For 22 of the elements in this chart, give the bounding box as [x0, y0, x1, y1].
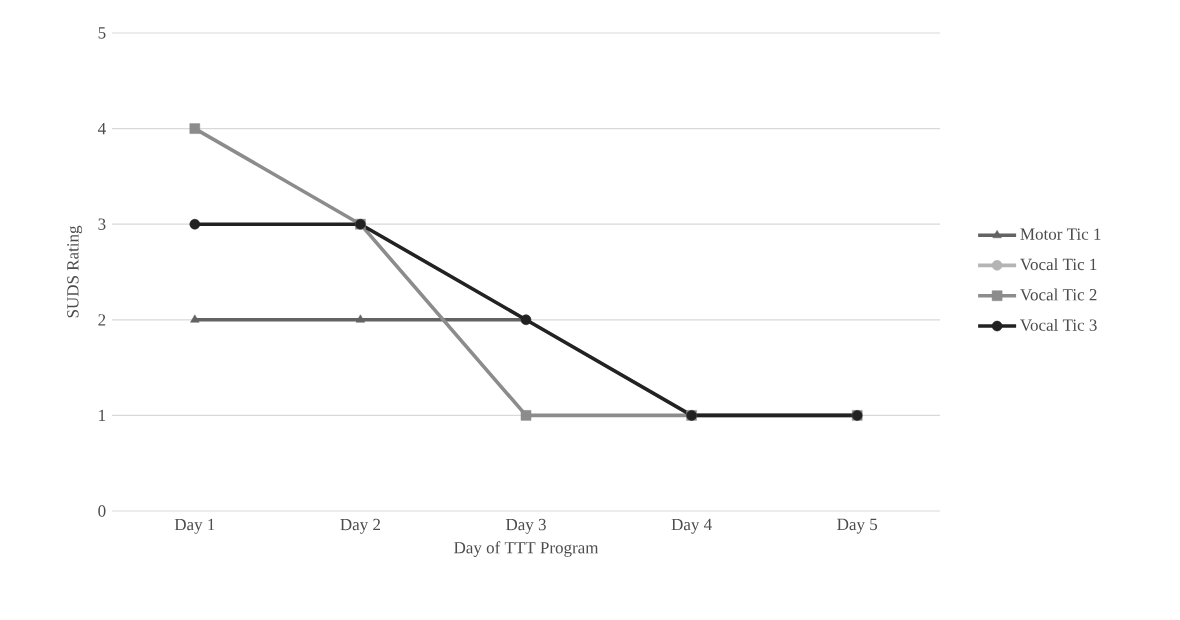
y-tick-label: 5 — [98, 27, 106, 39]
x-tick-label: Day 1 — [174, 518, 215, 534]
y-tick-label: 2 — [98, 314, 106, 326]
legend-label: Motor Tic 1 — [1020, 228, 1101, 240]
x-axis-title: Day of TTT Program — [454, 541, 599, 557]
y-axis-title: SUDS Rating — [67, 225, 83, 318]
x-tick-label: Day 2 — [340, 518, 380, 534]
legend-label: Vocal Tic 2 — [1020, 288, 1097, 301]
legend-label: Vocal Tic 1 — [1020, 258, 1097, 271]
x-tick-label: Day 4 — [671, 518, 712, 534]
legend-label: Vocal Tic 3 — [1020, 318, 1097, 331]
point — [355, 314, 365, 323]
point — [189, 218, 201, 230]
y-tick-label: 4 — [97, 123, 106, 135]
x-tick-label: Day 5 — [837, 518, 878, 534]
x-tick-label: Day 3 — [505, 518, 546, 534]
point — [520, 410, 532, 421]
point — [189, 123, 201, 134]
point — [190, 314, 200, 323]
y-tick-label: 1 — [99, 409, 106, 421]
y-tick-label: 0 — [98, 505, 106, 517]
y-tick-label: 3 — [98, 218, 106, 230]
